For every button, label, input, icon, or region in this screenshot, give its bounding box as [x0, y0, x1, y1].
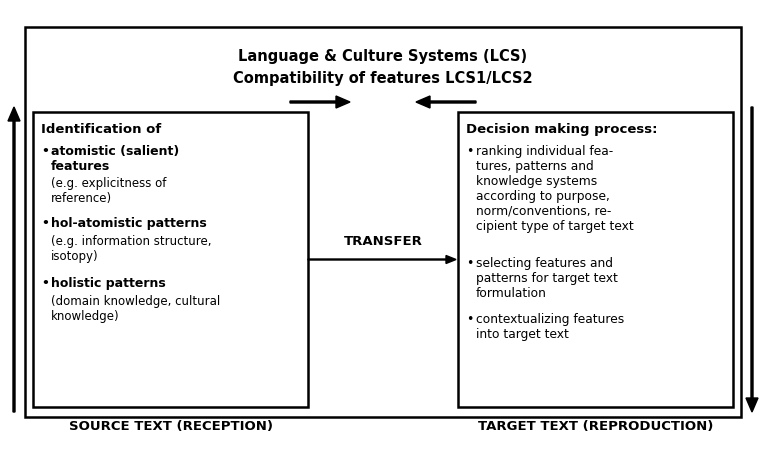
Bar: [33, 113, 308, 407]
Text: TARGET TEXT (REPRODUCTION): TARGET TEXT (REPRODUCTION): [478, 419, 713, 432]
Bar: [458, 113, 733, 407]
Text: Identification of: Identification of: [41, 123, 162, 136]
Text: •: •: [41, 276, 49, 289]
Text: (domain knowledge, cultural
knowledge): (domain knowledge, cultural knowledge): [51, 294, 221, 322]
Bar: [25, 28, 741, 417]
FancyArrow shape: [290, 97, 350, 109]
Text: ranking individual fea-
tures, patterns and
knowledge systems
according to purpo: ranking individual fea- tures, patterns …: [476, 145, 633, 233]
Text: Compatibility of features LCS1/LCS2: Compatibility of features LCS1/LCS2: [233, 70, 533, 85]
Text: TRANSFER: TRANSFER: [344, 235, 422, 248]
Text: •: •: [466, 145, 473, 157]
Text: selecting features and
patterns for target text
formulation: selecting features and patterns for targ…: [476, 257, 618, 299]
Text: (e.g. information structure,
isotopy): (e.g. information structure, isotopy): [51, 235, 211, 263]
Text: •: •: [466, 312, 473, 325]
FancyArrow shape: [746, 108, 758, 412]
Text: •: •: [466, 257, 473, 269]
Text: •: •: [41, 217, 49, 230]
Text: •: •: [41, 145, 49, 157]
Text: (e.g. explicitness of
reference): (e.g. explicitness of reference): [51, 177, 166, 205]
Text: Language & Culture Systems (LCS): Language & Culture Systems (LCS): [238, 48, 528, 63]
FancyArrow shape: [308, 256, 456, 264]
Text: atomistic (salient)
features: atomistic (salient) features: [51, 145, 179, 173]
FancyArrow shape: [8, 108, 20, 412]
Text: SOURCE TEXT (RECEPTION): SOURCE TEXT (RECEPTION): [68, 419, 273, 432]
FancyArrow shape: [416, 97, 476, 109]
Text: holistic patterns: holistic patterns: [51, 276, 165, 289]
Text: hol-atomistic patterns: hol-atomistic patterns: [51, 217, 207, 230]
Text: contextualizing features
into target text: contextualizing features into target tex…: [476, 312, 624, 340]
Text: Decision making process:: Decision making process:: [466, 123, 657, 136]
